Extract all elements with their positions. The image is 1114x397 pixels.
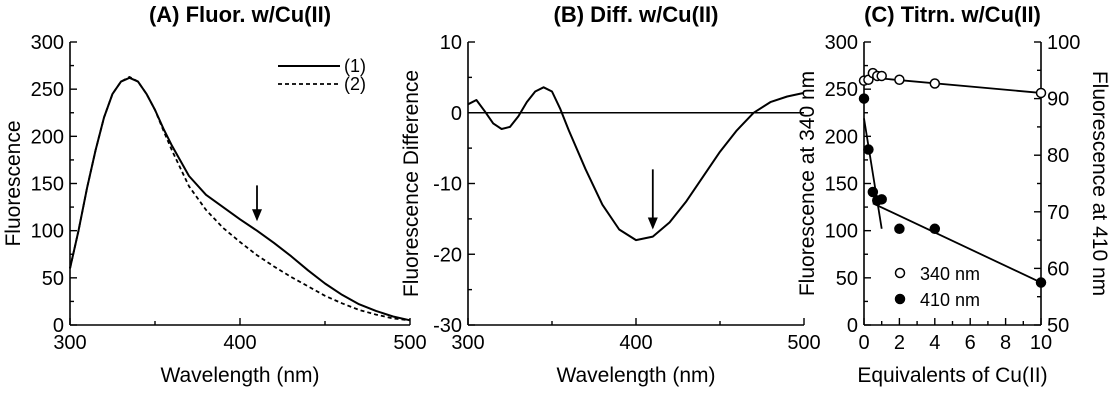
panel-b-x-tick-label: 500 [787,332,820,354]
panel-a-series-2-line [69,76,411,322]
panel-c-x-label: Equivalents of Cu(II) [857,364,1047,387]
panel-b-y-tick-label: -20 [433,244,462,266]
panel-b-y-label: Fluorescence Difference [400,70,423,297]
panel-a-x-tick-label: 300 [53,332,86,354]
panel-c-point-2 [876,194,887,205]
panel-b-y-tick-label: -30 [433,315,462,337]
panel-c-x-tick-label: 8 [1000,332,1011,354]
panel-c-y-label: Fluorescence at 340 nm [796,71,819,296]
panel-c-y2-tick-label: 50 [1047,315,1069,337]
panel-a-y-tick-label: 0 [53,315,64,337]
panel-c-legend-marker-1 [894,267,906,279]
panel-c-y-tick-label: 150 [825,174,858,196]
panel-a-x-tick-label: 500 [393,332,426,354]
panel-c-point-2 [863,144,874,155]
panel-c-y2-tick-label: 80 [1047,145,1069,167]
panel-a-x-tick-label: 400 [223,332,256,354]
panel-a-arrow-head [252,209,262,222]
panel-c-point-1 [929,78,941,89]
panel-b-x-label: Wavelength (nm) [556,364,715,387]
panel-a-legend-label-1: (1) [344,56,366,76]
panel-c-x-tick-label: 4 [929,332,940,354]
panel-b: 300 400 500 -30 -20 -10 0 10 (B) Diff. w/Cu(II) W… [400,2,821,387]
panel-c-fit-410-1 [863,118,883,229]
panel-c-y2-tick-label: 100 [1047,32,1080,54]
panel-b-y-tick-label: 10 [440,32,462,54]
panel-c-y-tick-label: 100 [825,221,858,243]
panel-c-fit-410-2 [872,202,1042,284]
panel-a-y-tick-label: 50 [42,268,64,290]
panel-b-series-1-line [467,86,805,242]
panel-c-y2-tick-label: 70 [1047,202,1069,224]
panel-c-x-tick-label: 2 [894,332,905,354]
panel-b-title: (B) Diff. w/Cu(II) [554,2,719,27]
panel-b-arrow-head [647,217,658,230]
panel-a: 300 400 500 0 50 100 150 200 250 300 (A) Fluor. w/… [2,2,427,387]
panel-c-point-2 [858,93,870,104]
panel-a-y-tick-label: 200 [31,126,64,148]
panel-c-point-2 [867,186,879,198]
panel-a-x-label: Wavelength (nm) [160,364,319,387]
panel-c-y-tick-label: 0 [847,315,858,337]
panel-c-point-1 [1035,87,1047,99]
panel-c-x-tick-label: 0 [858,332,869,354]
panel-c-x-tick-label: 10 [1030,332,1052,354]
panel-a-y-tick-label: 100 [31,221,64,243]
panel-b-y-tick-label: 0 [451,103,462,125]
panel-c-point-1 [876,70,887,82]
panel-c-y2-tick-label: 60 [1047,258,1069,280]
panel-b-x-tick-label: 300 [451,332,484,354]
panel-c-y-tick-label: 200 [825,126,858,148]
panel-a-y-tick-label: 250 [31,79,64,101]
panel-a-y-tick-label: 300 [31,32,64,54]
panel-c-legend-label-1: 340 nm [920,264,980,284]
panel-a-legend-label-2: (2) [344,74,366,94]
panel-c-point-2 [894,223,905,235]
panel-c-legend-label-2: 410 nm [920,290,980,310]
panel-b-y-tick-label: -10 [433,174,462,196]
panel-c-y2-tick-label: 90 [1047,89,1069,111]
panel-c-fit-340 [863,76,1042,94]
panel-c-point-2 [1035,277,1047,288]
panel-c-point-1 [894,74,905,85]
panel-c-y-tick-label: 300 [825,32,858,54]
panel-c-y-tick-label: 50 [836,268,858,290]
panel-a-y-label: Fluorescence [2,120,25,246]
panel-a-series-1-line [69,76,411,322]
panel-a-title: (A) Fluor. w/Cu(II) [149,2,331,27]
panel-c-y-tick-label: 250 [825,79,858,101]
panel-b-x-tick-label: 400 [619,332,652,354]
panel-c-title: (C) Titrn. w/Cu(II) [864,2,1041,27]
panel-a-y-tick-label: 150 [31,174,64,196]
panel-c-y2-label: Fluorescence at 410 nm [1088,71,1111,296]
panel-c-point-2 [929,223,941,235]
panel-c-x-tick-label: 6 [965,332,976,354]
panel-c-legend-marker-2 [894,293,906,305]
